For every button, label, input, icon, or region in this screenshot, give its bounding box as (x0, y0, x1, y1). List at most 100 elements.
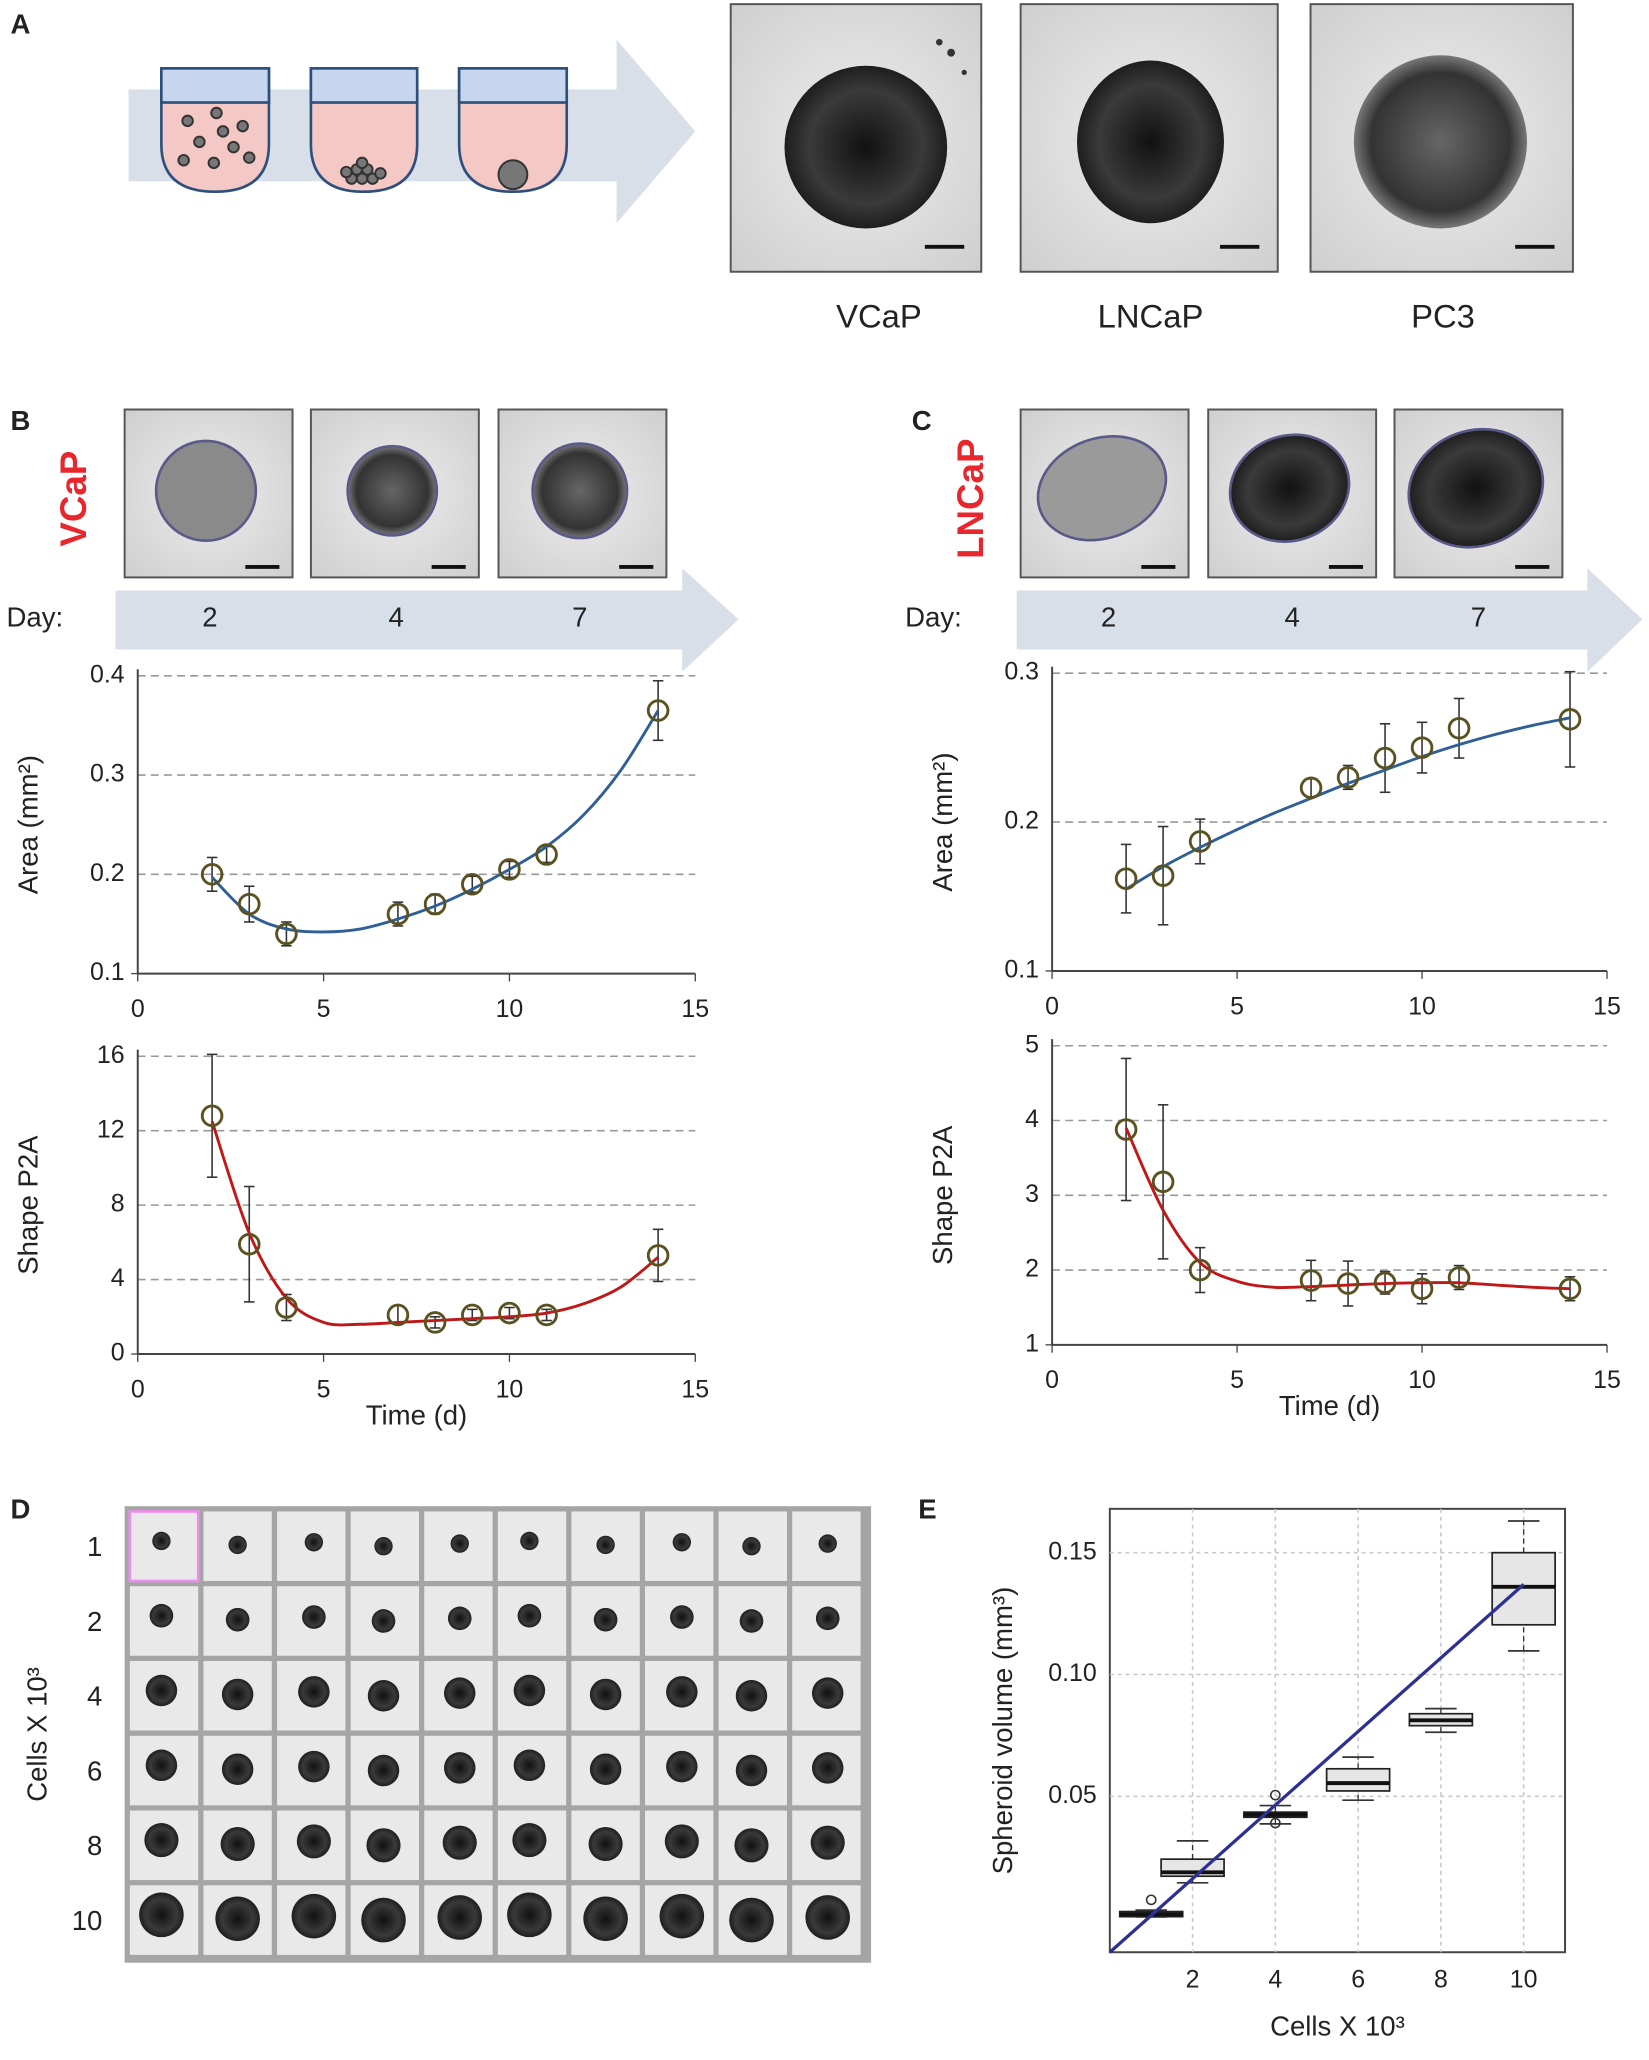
spheroid (729, 1897, 774, 1943)
y-axis-label: Cells X 10³ (22, 1667, 53, 1802)
x-tick-label: 5 (317, 1375, 331, 1403)
data-point (1336, 766, 1360, 789)
day-label: Day: (7, 602, 64, 633)
spheroid (513, 1749, 546, 1782)
spheroid (221, 1753, 254, 1785)
data-point (275, 1296, 298, 1319)
x-axis-label: Cells X 10³ (1270, 2011, 1405, 2042)
panel-label: B (10, 405, 30, 436)
spheroid (513, 1674, 546, 1707)
y-tick-label: 8 (111, 1190, 125, 1218)
x-tick-label: 15 (681, 995, 709, 1023)
spheroid (442, 1825, 477, 1860)
spheroid (520, 1531, 539, 1551)
error-bar (1416, 721, 1428, 774)
micrograph (123, 408, 294, 579)
data-point (1299, 1269, 1323, 1292)
data-point (1188, 1258, 1212, 1282)
spheroid (149, 1603, 174, 1628)
data-point (1447, 716, 1471, 740)
error-bar (541, 1308, 552, 1322)
x-tick-label: 0 (1045, 1366, 1059, 1394)
y-tick-label: 0.2 (1004, 807, 1039, 835)
spheroid (304, 1533, 324, 1552)
spheroid (593, 1607, 618, 1632)
data-point (237, 892, 261, 916)
data-point (498, 1301, 521, 1325)
day: 2 (1101, 602, 1116, 633)
y-tick-label: 0.3 (90, 760, 125, 788)
outlier (1145, 1894, 1157, 1906)
spheroid (659, 1893, 705, 1939)
spheroid (367, 1680, 400, 1712)
spheroid (371, 1609, 396, 1633)
box (1325, 1767, 1391, 1792)
chart: 0.1 0.2 0.3 0 5 10 15 Area (mm²) (927, 658, 1621, 1021)
error-bar (1157, 1104, 1169, 1260)
x-tick-label: 2 (1186, 1966, 1200, 1994)
error-bar (1194, 1246, 1206, 1294)
spheroid (374, 1537, 393, 1556)
x-tick-label: 0 (131, 1375, 145, 1403)
row-label: 1 (87, 1531, 102, 1562)
x-tick-label: 10 (1408, 992, 1436, 1020)
y-tick-label: 0.2 (90, 859, 125, 887)
x-axis-label: Time (d) (366, 1399, 467, 1430)
error-bar (1564, 1276, 1576, 1302)
x-tick-label: 4 (1268, 1966, 1282, 1994)
x-tick-label: 10 (496, 995, 524, 1023)
x-tick-label: 0 (1045, 992, 1059, 1020)
data-point (498, 858, 521, 881)
spheroid (221, 1678, 254, 1711)
spheroid (296, 1824, 331, 1859)
data-point (1188, 830, 1212, 853)
spheroid (220, 1826, 255, 1862)
spheroid (666, 1676, 698, 1708)
row-label: 6 (87, 1755, 102, 1786)
data-point (423, 1311, 447, 1334)
x-tick-label: 10 (496, 1375, 524, 1403)
spheroid (298, 1676, 330, 1708)
y-tick-label: 4 (1025, 1105, 1039, 1133)
data-point (646, 1244, 670, 1267)
data-point (423, 892, 447, 916)
day: 2 (202, 602, 217, 633)
spheroid (810, 1825, 845, 1860)
time-arrow (1016, 568, 1643, 672)
x-tick-label: 6 (1351, 1966, 1365, 1994)
spheroid (734, 1828, 769, 1863)
y-tick-label: 4 (111, 1264, 125, 1292)
fit-line (210, 1120, 660, 1327)
error-bar (1342, 764, 1354, 791)
caption: PC3 (1411, 298, 1475, 335)
error-bar (392, 901, 404, 927)
data-point (1410, 1277, 1434, 1301)
data-point (1373, 746, 1397, 770)
y-tick-label: 0.4 (90, 660, 125, 688)
data-point (1558, 1277, 1582, 1301)
fit-line (1125, 716, 1571, 891)
data-point (535, 1303, 558, 1327)
micrograph (1393, 408, 1564, 579)
spheroid (517, 1603, 542, 1628)
panel-label: E (918, 1494, 936, 1525)
cell-line: VCaP (53, 451, 94, 547)
data-point (1410, 736, 1434, 759)
spheroid (583, 1896, 628, 1942)
y-tick-label: 1 (1025, 1329, 1039, 1357)
y-tick-label: 0.15 (1048, 1537, 1096, 1565)
x-tick-label: 5 (1230, 992, 1244, 1020)
data-point (646, 699, 670, 722)
spheroid (1407, 427, 1545, 549)
row-label: 10 (72, 1905, 103, 1936)
y-tick-label: 3 (1025, 1180, 1039, 1208)
spheroid (512, 1823, 547, 1858)
day: 4 (1285, 602, 1300, 633)
data-point (200, 863, 224, 886)
outlier (1269, 1789, 1281, 1801)
chart: 1 2 3 4 5 0 5 10 15 Shape P2A Time (d) (927, 1030, 1621, 1421)
y-tick-label: 0.1 (90, 958, 125, 986)
micrograph (729, 3, 983, 273)
spheroid (145, 1674, 178, 1707)
